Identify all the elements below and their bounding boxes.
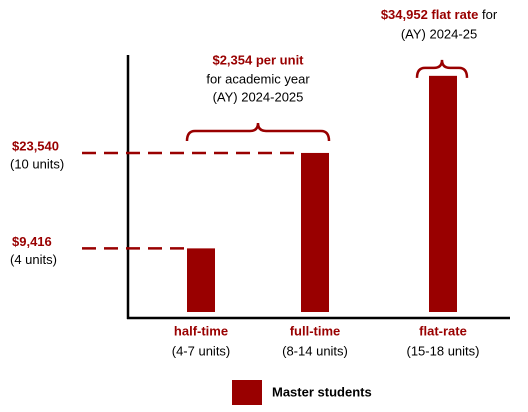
annotation-line: (AY) 2024-2025 — [213, 89, 304, 104]
bar — [429, 75, 457, 313]
x-tick-label: half-time — [174, 323, 228, 338]
value-label: $34,952 flat rate — [381, 7, 479, 22]
value-label-group: $34,952 flat rate for — [381, 7, 498, 22]
legend-label: Master students — [272, 384, 372, 399]
x-tick-note: (4-7 units) — [172, 343, 231, 358]
x-tick-label: full-time — [290, 323, 341, 338]
brace — [185, 122, 331, 141]
value-note: for — [482, 7, 498, 22]
value-label: $9,416 — [12, 234, 52, 249]
annotation-line: for academic year — [206, 71, 310, 86]
annotation-line: (AY) 2024-25 — [401, 26, 477, 41]
x-tick-label: flat-rate — [419, 323, 467, 338]
legend-swatch — [232, 380, 262, 405]
brace — [415, 59, 469, 78]
x-tick-note: (8-14 units) — [282, 343, 348, 358]
value-note: (10 units) — [10, 156, 64, 171]
bar — [301, 152, 329, 312]
value-label: $23,540 — [12, 138, 59, 153]
annotation-title: $2,354 per unit — [212, 52, 304, 67]
value-note: (4 units) — [10, 252, 57, 267]
x-tick-note: (15-18 units) — [407, 343, 480, 358]
bar — [187, 248, 215, 312]
